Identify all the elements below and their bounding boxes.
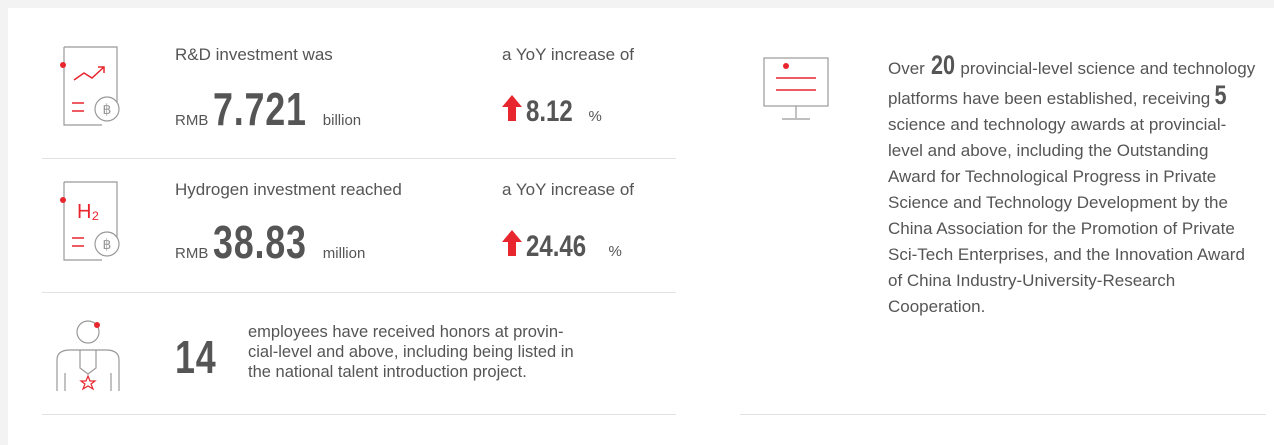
separator bbox=[42, 292, 676, 293]
prefix: RMB bbox=[175, 112, 209, 129]
row-label: R&D investment was bbox=[175, 45, 333, 64]
up-arrow bbox=[502, 230, 522, 256]
change-unit: % bbox=[608, 243, 622, 260]
svg-text:฿: ฿ bbox=[103, 101, 112, 117]
row-change: 24.46% bbox=[502, 230, 622, 264]
text-line: employees have received honors at provin… bbox=[248, 323, 564, 341]
unit: billion bbox=[322, 112, 362, 129]
row-amount: RMB 38.83 million bbox=[175, 215, 365, 269]
separator bbox=[42, 158, 676, 159]
amount: 38.83 bbox=[212, 216, 307, 268]
separator bbox=[740, 414, 1266, 415]
change: 8.12 bbox=[526, 95, 574, 128]
unit: million bbox=[322, 245, 366, 262]
talent-text: employees have received honors at provin… bbox=[248, 322, 574, 382]
h2-icon: H₂ ฿ bbox=[60, 181, 120, 261]
text-line: the national talent introduction project… bbox=[248, 363, 527, 381]
text-line: cial-level and above, including being li… bbox=[248, 343, 574, 361]
row-amount: RMB 7.721 billion bbox=[175, 82, 361, 136]
change: 24.46 bbox=[526, 230, 587, 263]
talent-number: 14 bbox=[175, 331, 217, 383]
card bbox=[8, 8, 1274, 445]
text: Over bbox=[888, 59, 925, 78]
prefix: RMB bbox=[175, 245, 209, 262]
change-label: a YoY increase of bbox=[502, 180, 635, 199]
highlight-number: 20 bbox=[930, 50, 955, 80]
change-unit: % bbox=[588, 108, 602, 125]
highlight-number: 5 bbox=[1214, 80, 1227, 110]
up-arrow bbox=[502, 95, 522, 121]
row-change: 8.12% bbox=[502, 95, 602, 129]
talent-number-wrap: 14 bbox=[175, 330, 228, 384]
amount: 7.721 bbox=[212, 83, 307, 135]
svg-text:฿: ฿ bbox=[103, 236, 112, 252]
separator bbox=[42, 414, 676, 415]
screen-icon bbox=[763, 57, 829, 120]
row-label: Hydrogen investment reached bbox=[175, 180, 402, 199]
text: provincial-level science and technology … bbox=[888, 59, 1256, 108]
rd-icon: ฿ bbox=[60, 46, 120, 126]
change-label: a YoY increase of bbox=[502, 45, 635, 64]
svg-text:H₂: H₂ bbox=[77, 201, 99, 223]
talent-icon bbox=[56, 320, 120, 391]
platforms-text: Over 20 provincial-level science and tec… bbox=[888, 52, 1258, 320]
text: science and technology awards at provinc… bbox=[888, 115, 1245, 316]
